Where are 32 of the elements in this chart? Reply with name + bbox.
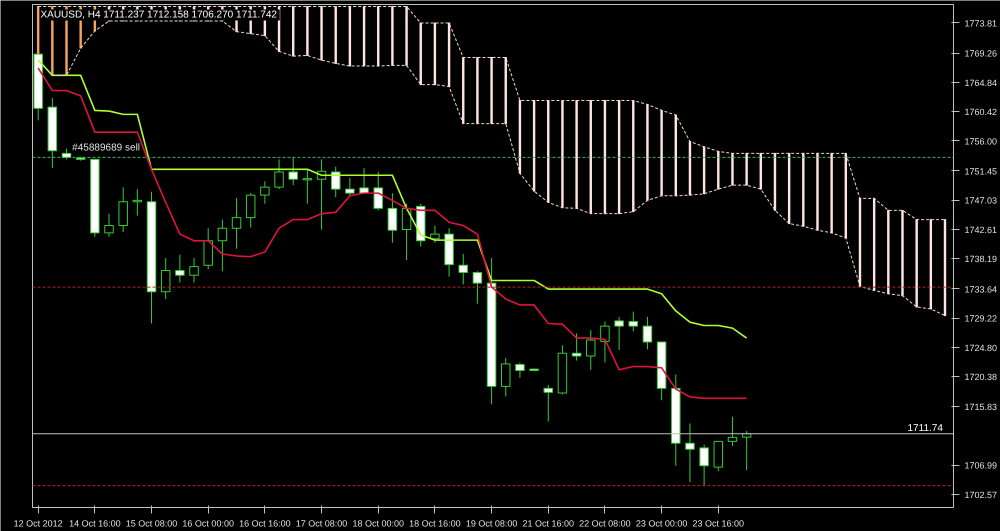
ref-line-label: #45889689 sell [72,142,140,154]
y-tick-label: 1724.80 [964,342,998,353]
y-tick-label: 1702.57 [964,490,998,500]
y-tick-label: 1760.42 [964,107,998,118]
y-tick-label: 1738.19 [964,254,998,264]
x-tick-label: 16 Oct 16:00 [239,518,291,528]
y-tick-label: 1715.83 [964,402,998,412]
x-tick-label: 12 Oct 2012 [14,518,63,528]
text: XAUUSD, H4 1711.237 1712.158 1706.270 1711.742 [40,10,278,20]
x-tick-label: 17 Oct 08:00 [296,518,348,528]
y-tick-label: 1773.81 [964,18,998,28]
x-tick-label: 21 Oct 16:00 [522,518,574,528]
y-tick-label: 1747.03 [964,196,998,206]
x-tick-label: 19 Oct 08:00 [466,518,518,528]
x-tick-label: 18 Oct 16:00 [409,518,461,528]
y-tick-label: 1751.45 [964,166,998,176]
y-tick-label: 1706.99 [964,460,998,471]
y-tick-label: 1729.22 [964,314,998,324]
x-tick-label: 22 Oct 08:00 [579,518,631,528]
y-tick-label: 1733.64 [964,284,998,294]
y-tick-label: 1720.38 [964,372,998,382]
x-tick-label: 23 Oct 16:00 [692,518,744,528]
x-tick-label: 16 Oct 00:00 [182,518,234,528]
y-tick-label: 1769.26 [964,48,998,59]
x-tick-label: 18 Oct 00:00 [352,518,404,528]
y-tick-label: 1742.61 [964,224,998,235]
y-tick-label: 1764.84 [964,78,998,88]
y-tick-label: 1756.00 [964,136,998,146]
x-tick-label: 15 Oct 08:00 [126,518,178,528]
ref-line-label: 1711.74 [908,422,944,434]
x-tick-label: 23 Oct 00:00 [636,518,688,528]
x-tick-label: 14 Oct 16:00 [69,518,121,528]
